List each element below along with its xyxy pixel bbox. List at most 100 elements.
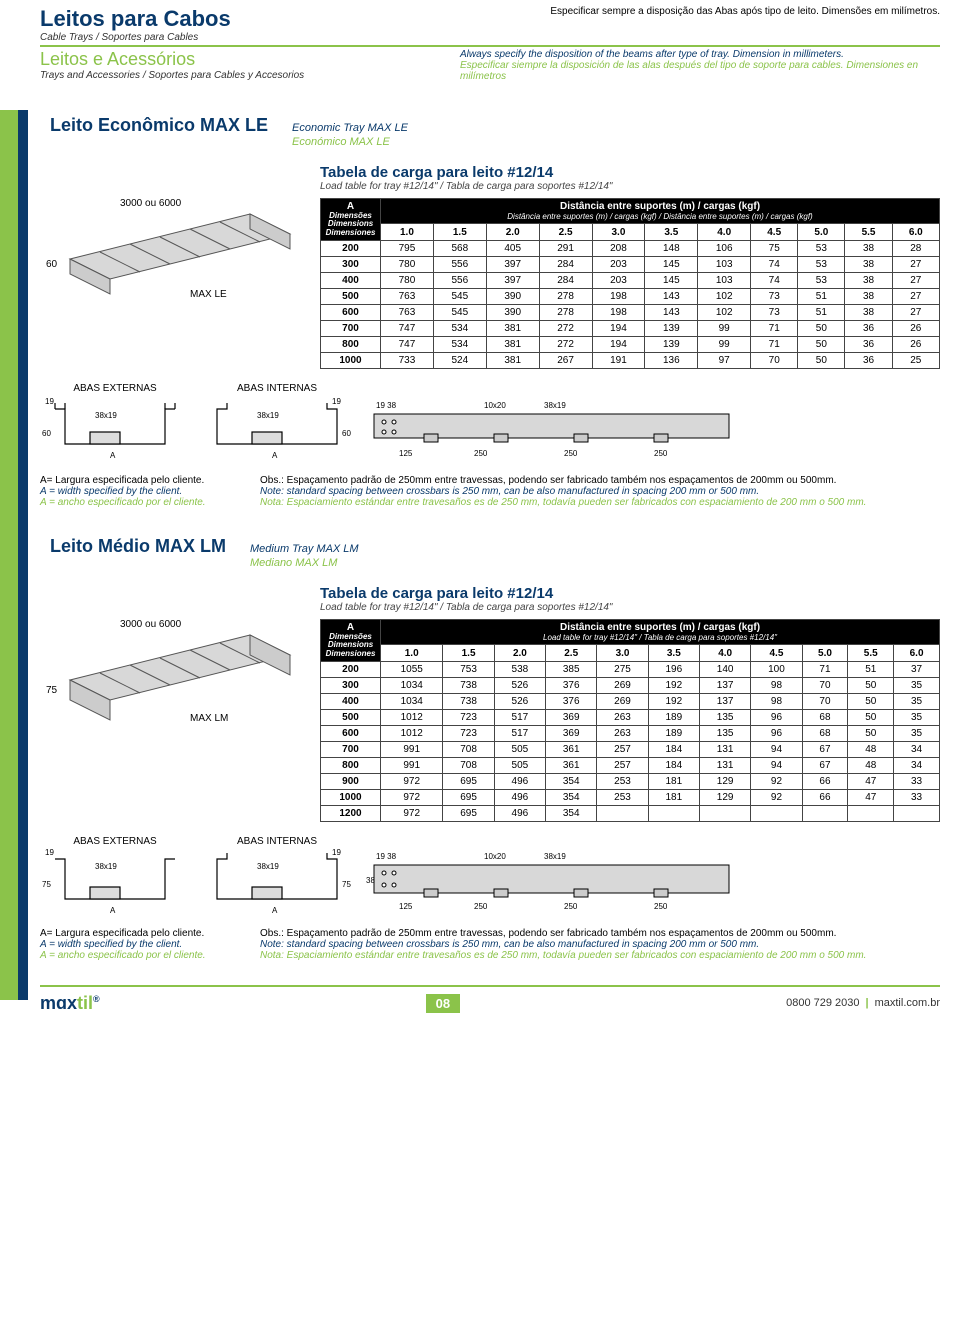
cross-ext-le: 19 38x19 60 A (40, 394, 190, 464)
note-right-pt-2: Obs.: Espaçamento padrão de 250mm entre … (260, 928, 940, 939)
table-row: 90097269549635425318112992664733 (321, 773, 940, 789)
sec1-sub-en: Economic Tray MAX LE (292, 121, 408, 135)
note-left-en-1: A = width specified by the client. (40, 486, 240, 497)
table-row: 10007335243812671911369770503625 (321, 352, 940, 368)
cross-ext-lm: 19 38x19 75 A (40, 847, 190, 917)
header-note-pt: Especificar sempre a disposição das Abas… (550, 6, 940, 17)
svg-text:38: 38 (366, 876, 375, 885)
svg-text:A: A (110, 906, 116, 915)
svg-text:19 38: 19 38 (376, 852, 397, 861)
svg-text:A: A (110, 451, 116, 460)
header-subtitle: Cable Trays / Soportes para Cables (40, 32, 231, 43)
iso-len-lm: 3000 ou 6000 (120, 619, 181, 630)
svg-text:125: 125 (399, 902, 413, 911)
svg-text:19: 19 (332, 848, 341, 857)
svg-text:19: 19 (45, 848, 54, 857)
svg-text:38x19: 38x19 (95, 862, 117, 871)
page-number: 08 (426, 994, 460, 1013)
table-row: 400103473852637626919213798705035 (321, 693, 940, 709)
svg-text:75: 75 (342, 880, 351, 889)
brand-logo: mɑxtil® (40, 993, 100, 1014)
svg-text:19: 19 (332, 397, 341, 406)
svg-text:A: A (272, 451, 278, 460)
tbl1-sub: Load table for tray #12/14" / Tabla de c… (320, 181, 940, 192)
header-subtitle2: Trays and Accessories / Soportes para Ca… (40, 70, 304, 81)
svg-text:A: A (272, 906, 278, 915)
note-right-en-1: Note: standard spacing between crossbars… (260, 486, 940, 497)
svg-text:60: 60 (42, 429, 51, 438)
footer-contact: 0800 729 2030|maxtil.com.br (786, 997, 940, 1009)
iso-model-lm: MAX LM (190, 713, 228, 724)
note-left-pt-2: A= Largura especificada pelo cliente. (40, 928, 240, 939)
section-le: Leito Econômico MAX LE Economic Tray MAX… (40, 115, 940, 508)
int-label-1: ABAS INTERNAS (202, 383, 352, 394)
note-left-en-2: A = width specified by the client. (40, 939, 240, 950)
table-row: 60076354539027819814310273513827 (321, 304, 940, 320)
table-row: 300103473852637626919213798705035 (321, 677, 940, 693)
side-blue-bar (18, 110, 28, 1000)
table-row: 30078055639728420314510374533827 (321, 256, 940, 272)
table-row: 2001055753538385275196140100715137 (321, 661, 940, 677)
table-row: 80099170850536125718413194674834 (321, 757, 940, 773)
iso-len-le: 3000 ou 6000 (120, 198, 181, 209)
rail-lm: 19 38 10x20 38x19 38 125 250 250 250 (364, 847, 734, 917)
tbl2-title: Tabela de carga para leito #12/14 (320, 585, 940, 602)
table-row: 20079556840529120814810675533828 (321, 240, 940, 256)
svg-text:250: 250 (654, 902, 668, 911)
header-note-en: Always specify the disposition of the be… (460, 49, 940, 60)
sec1-title: Leito Econômico MAX LE (50, 115, 268, 136)
svg-text:19: 19 (45, 397, 54, 406)
iso-drawing-lm: 3000 ou 6000 75 MAX LM (40, 585, 300, 735)
iso-drawing-le: 3000 ou 6000 60 MAX LE (40, 164, 300, 314)
page-header: Leitos para Cabos Cable Trays / Soportes… (40, 0, 940, 87)
ext-label-2: ABAS EXTERNAS (40, 836, 190, 847)
svg-text:38x19: 38x19 (544, 852, 566, 861)
svg-text:10x20: 10x20 (484, 852, 506, 861)
table-row: 7007475343812721941399971503626 (321, 320, 940, 336)
svg-text:38x19: 38x19 (257, 411, 279, 420)
header-divider (40, 45, 940, 47)
table-row: 50076354539027819814310273513827 (321, 288, 940, 304)
svg-text:125: 125 (399, 449, 413, 458)
header-title2: Leitos e Acessórios (40, 49, 304, 70)
note-right-es-2: Nota: Espaciamiento estándar entre trave… (260, 950, 940, 961)
load-table-le: ADimensõesDimensionsDimensionesDistância… (320, 198, 940, 369)
svg-text:250: 250 (564, 902, 578, 911)
cross-int-lm: 19 38x19 75 A (202, 847, 352, 917)
page-footer: mɑxtil® 08 0800 729 2030|maxtil.com.br (40, 985, 940, 1020)
tbl1-title: Tabela de carga para leito #12/14 (320, 164, 940, 181)
iso-h-lm: 75 (46, 685, 57, 696)
table-row: 100097269549635425318112992664733 (321, 789, 940, 805)
note-left-es-1: A = ancho especificado por el cliente. (40, 497, 240, 508)
svg-text:250: 250 (474, 902, 488, 911)
svg-text:250: 250 (654, 449, 668, 458)
svg-text:75: 75 (42, 880, 51, 889)
table-row: 1200972695496354 (321, 805, 940, 821)
sec2-sub-es: Mediano MAX LM (250, 556, 359, 570)
table-row: 8007475343812721941399971503626 (321, 336, 940, 352)
header-note-es: Especificar siempre la disposición de la… (460, 60, 940, 82)
note-left-pt-1: A= Largura especificada pelo cliente. (40, 475, 240, 486)
table-row: 40078055639728420314510374533827 (321, 272, 940, 288)
table-row: 500101272351736926318913596685035 (321, 709, 940, 725)
iso-model-le: MAX LE (190, 289, 227, 300)
svg-text:250: 250 (474, 449, 488, 458)
note-right-pt-1: Obs.: Espaçamento padrão de 250mm entre … (260, 475, 940, 486)
tbl2-sub: Load table for tray #12/14" / Tabla de c… (320, 602, 940, 613)
section-lm: Leito Médio MAX LM Medium Tray MAX LM Me… (40, 536, 940, 961)
side-green-bar (0, 110, 18, 1000)
svg-text:38x19: 38x19 (95, 411, 117, 420)
load-table-lm: ADimensõesDimensionsDimensionesDistância… (320, 619, 940, 822)
svg-text:38x19: 38x19 (257, 862, 279, 871)
iso-h-le: 60 (46, 259, 57, 270)
int-label-2: ABAS INTERNAS (202, 836, 352, 847)
svg-text:60: 60 (342, 429, 351, 438)
sec2-title: Leito Médio MAX LM (50, 536, 226, 557)
svg-text:38x19: 38x19 (544, 401, 566, 410)
ext-label-1: ABAS EXTERNAS (40, 383, 190, 394)
cross-int-le: 19 38x19 60 A (202, 394, 352, 464)
svg-text:19 38: 19 38 (376, 401, 397, 410)
table-row: 70099170850536125718413194674834 (321, 741, 940, 757)
header-title: Leitos para Cabos (40, 6, 231, 32)
sec1-sub-es: Económico MAX LE (292, 135, 408, 149)
